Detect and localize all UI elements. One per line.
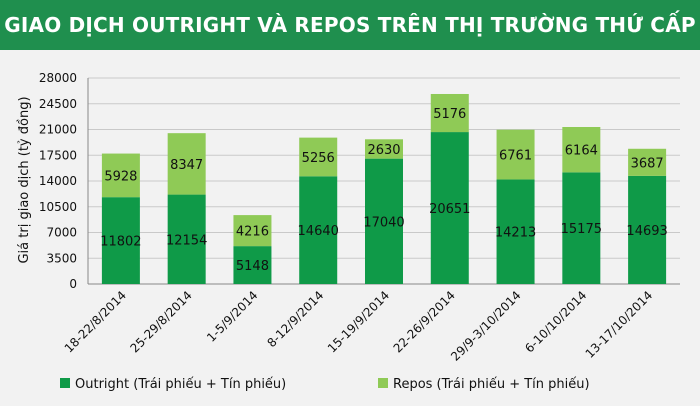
x-tick-label: 15-19/9/2014 <box>325 288 392 355</box>
repos-bar <box>233 215 272 247</box>
data-label: 6164 <box>565 144 598 159</box>
outright-bar <box>101 197 140 284</box>
x-tick-label: 8-12/9/2014 <box>264 288 326 350</box>
repos-bar <box>628 148 667 176</box>
outright-bar <box>496 179 535 284</box>
y-axis-label: Giá trị giao dịch (tỷ đồng) <box>17 96 32 263</box>
x-tick-label: 1-5/9/2014 <box>204 288 260 344</box>
data-label: 5148 <box>236 259 269 274</box>
legend: Outright (Trái phiếu + Tín phiếu) Repos (… <box>60 377 590 392</box>
repos-bar <box>496 129 535 180</box>
x-tick-label: 18-22/8/2014 <box>62 288 129 355</box>
legend-swatch <box>378 378 388 388</box>
y-tick-label: 3500 <box>46 251 77 265</box>
x-tick-label: 22-26/9/2014 <box>391 288 458 355</box>
data-label: 14640 <box>298 224 339 239</box>
x-tick-label: 6-10/10/2014 <box>522 288 589 355</box>
repos-bar <box>365 139 403 159</box>
chart-area: 0 3500 7000 10500 14000 17500 21000 24500 28000 … <box>0 50 700 406</box>
outright-bar <box>299 176 338 284</box>
data-label: 17040 <box>363 215 404 230</box>
data-label: 5176 <box>433 107 466 122</box>
y-tick-label: 0 <box>69 277 77 291</box>
legend-label: Repos (Trái phiếu + Tín phiếu) <box>393 377 590 392</box>
repos-bar <box>430 93 469 133</box>
x-tick-label: 13-17/10/2014 <box>583 288 656 361</box>
outright-bar <box>628 175 667 284</box>
y-tick-labels: 0 3500 7000 10500 14000 17500 21000 24500 28000 <box>39 71 77 291</box>
data-label: 12154 <box>166 233 207 248</box>
y-tick-label: 24500 <box>39 97 77 111</box>
data-label: 3687 <box>631 156 664 171</box>
outright-bar <box>167 194 206 284</box>
data-label: 15175 <box>561 222 602 237</box>
y-tick-label: 7000 <box>46 226 77 240</box>
repos-bar <box>299 137 338 177</box>
chart-title: GIAO DỊCH OUTRIGHT VÀ REPOS TRÊN THỊ TRƯ… <box>0 0 700 50</box>
y-tick-label: 14000 <box>39 174 77 188</box>
data-label: 5928 <box>104 169 137 184</box>
outright-bar <box>430 132 469 284</box>
outright-bar <box>365 158 403 284</box>
data-label: 4216 <box>236 225 269 240</box>
data-label: 11802 <box>100 235 141 250</box>
x-tick-label: 25-29/8/2014 <box>128 288 195 355</box>
outright-bar <box>562 172 601 284</box>
y-tick-label: 17500 <box>39 148 77 162</box>
outright-bar <box>233 246 272 284</box>
data-label: 8347 <box>170 158 203 173</box>
data-label: 6761 <box>499 149 532 164</box>
repos-bar <box>167 133 206 195</box>
y-tick-label: 28000 <box>39 71 77 85</box>
data-label: 20651 <box>429 202 470 217</box>
data-label: 14693 <box>626 224 667 239</box>
repos-bar <box>101 153 140 198</box>
repos-bar <box>562 127 601 173</box>
y-tick-label: 10500 <box>39 200 77 214</box>
bars: 11802 5928 12154 8347 5148 4216 14640 5256 17040… <box>100 93 668 284</box>
legend-label: Outright (Trái phiếu + Tín phiếu) <box>75 377 286 392</box>
y-tick-label: 21000 <box>39 123 77 137</box>
stacked-bar-chart: 035007000105001400017500210002450028000 … <box>17 71 680 392</box>
x-tick-label: 29/9-3/10/2014 <box>448 288 524 364</box>
legend-swatch <box>60 378 70 388</box>
data-label: 2630 <box>367 143 400 158</box>
data-label: 5256 <box>302 151 335 166</box>
data-label: 14213 <box>495 226 536 241</box>
